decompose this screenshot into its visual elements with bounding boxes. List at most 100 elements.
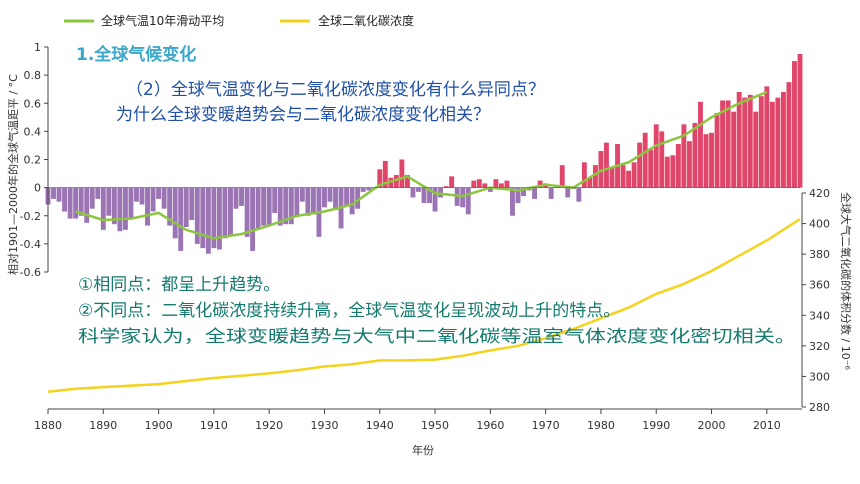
temperature-bar	[675, 144, 681, 188]
temperature-bar	[681, 124, 687, 188]
temperature-bar	[443, 186, 449, 188]
x-tick-label: 1980	[587, 419, 615, 432]
temperature-bar	[416, 187, 421, 192]
temperature-bar	[327, 187, 333, 202]
temperature-bar	[642, 132, 648, 188]
temperature-bar	[404, 174, 410, 188]
y-right-tick-label: 420	[809, 187, 830, 200]
temperature-bar	[465, 187, 471, 215]
y-left-tick-label: 0	[34, 182, 41, 195]
temperature-bar	[764, 86, 770, 188]
temperature-bar	[548, 187, 554, 199]
temperature-bar	[631, 162, 637, 188]
temperature-bar	[587, 177, 593, 188]
y-right-tick-label: 380	[809, 248, 830, 261]
temperature-bar	[609, 167, 615, 188]
temperature-bar	[720, 100, 726, 188]
x-tick-label: 1930	[310, 419, 338, 432]
y-left-tick-label: 1	[34, 41, 41, 54]
y-left-tick-label: -0.6	[20, 266, 41, 279]
x-tick-label: 1900	[145, 419, 173, 432]
temperature-bar	[277, 187, 283, 226]
x-tick-label: 1950	[421, 419, 449, 432]
temperature-bar	[366, 187, 372, 191]
temperature-bar	[753, 111, 759, 188]
temperature-bar	[410, 187, 416, 198]
temperature-bar	[156, 187, 162, 199]
legend-label-co2: 全球二氧化碳浓度	[318, 13, 414, 28]
temperature-bar	[598, 151, 604, 188]
temperature-bar	[228, 187, 233, 236]
temperature-bar	[637, 142, 643, 188]
temperature-bar	[244, 187, 250, 237]
answer-line-3: 科学家认为，全球变暖趋势与大气中二氧化碳等温室气体浓度变化密切相关。	[78, 327, 796, 347]
temperature-bar	[62, 187, 68, 212]
temperature-bar	[377, 169, 383, 188]
x-axis-title: 年份	[412, 443, 434, 457]
temperature-bar	[747, 94, 753, 188]
temperature-bar	[194, 187, 200, 244]
temperature-bar	[106, 187, 112, 216]
y-left-tick-label: 0.2	[24, 154, 42, 167]
temperature-bar	[266, 187, 272, 226]
temperature-bar	[161, 187, 167, 209]
temperature-bar	[211, 187, 217, 249]
temperature-bar	[487, 187, 493, 192]
temperature-bar	[78, 187, 84, 216]
temperature-bar	[145, 187, 150, 226]
temperature-bar	[56, 187, 62, 202]
temperature-bar	[604, 142, 609, 188]
temperature-bar	[111, 187, 117, 225]
temperature-bar	[283, 187, 289, 225]
y-right-axis-title: 全球大气二氧化碳的体积分数 / 10⁻⁶	[839, 192, 853, 371]
temperature-bar	[183, 187, 189, 228]
temperature-bar	[460, 187, 466, 208]
temperature-bar	[222, 187, 228, 239]
temperature-bar	[205, 187, 211, 254]
co2-line	[47, 217, 801, 393]
temperature-bar	[659, 131, 665, 188]
temperature-bar	[493, 179, 499, 188]
temperature-bar	[250, 187, 256, 251]
temperature-bar	[427, 187, 432, 204]
temperature-bar	[559, 165, 565, 188]
temperature-bar	[272, 187, 278, 213]
temperature-bar	[150, 187, 156, 212]
temperature-bar	[521, 187, 526, 197]
x-tick-label: 1920	[255, 419, 283, 432]
x-tick-label: 1970	[532, 419, 560, 432]
temperature-bar	[792, 61, 797, 188]
temperature-bar	[703, 134, 709, 188]
temperature-bar	[288, 187, 294, 225]
answer-line-2: ②不同点：二氧化碳浓度持续升高，全球气温变化呈现波动上升的特点。	[78, 301, 620, 321]
temperature-bar	[393, 174, 399, 188]
temperature-bar	[581, 162, 587, 188]
moving-average-line	[75, 90, 768, 240]
temperature-bar	[620, 165, 626, 188]
temperature-bar	[797, 54, 803, 188]
temperature-bar	[498, 183, 504, 188]
y-right-tick-label: 280	[809, 401, 830, 414]
y-left-tick-label: -0.4	[20, 238, 41, 251]
temperature-bar	[382, 160, 388, 188]
y-left-axis-title: 相对1901—2000年的全球气温距平 / °C	[6, 74, 20, 275]
answer-line-1: ①相同点：都呈上升趋势。	[78, 275, 280, 295]
temperature-bar	[709, 132, 714, 188]
temperature-bar	[95, 187, 101, 199]
temperature-bar	[692, 122, 698, 188]
temperature-bar	[200, 187, 206, 249]
temperature-bar	[322, 187, 327, 208]
temperature-bar	[731, 111, 737, 188]
temperature-bar	[117, 187, 123, 232]
temperature-bar	[449, 176, 455, 188]
chart-lines	[47, 90, 801, 393]
x-tick-label: 1990	[642, 419, 670, 432]
temperature-bar	[515, 187, 521, 204]
x-tick-label: 1940	[366, 419, 394, 432]
legend: 全球气温10年滑动平均 全球二氧化碳浓度	[64, 13, 414, 28]
y-right-tick-label: 340	[809, 309, 830, 322]
y-left-tick-label: -0.2	[20, 210, 41, 223]
temperature-bar	[349, 187, 355, 215]
temperature-bar	[421, 187, 427, 204]
